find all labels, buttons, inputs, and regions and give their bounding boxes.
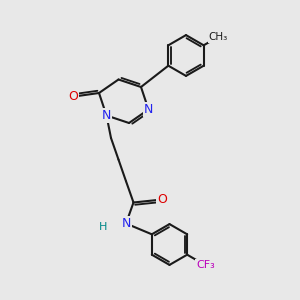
Text: N: N [102,109,111,122]
Text: N: N [121,217,131,230]
Text: O: O [157,193,167,206]
Text: O: O [69,90,78,103]
Text: CH₃: CH₃ [208,32,228,42]
Text: N: N [144,103,153,116]
Text: H: H [99,222,108,232]
Text: CF₃: CF₃ [196,260,215,270]
